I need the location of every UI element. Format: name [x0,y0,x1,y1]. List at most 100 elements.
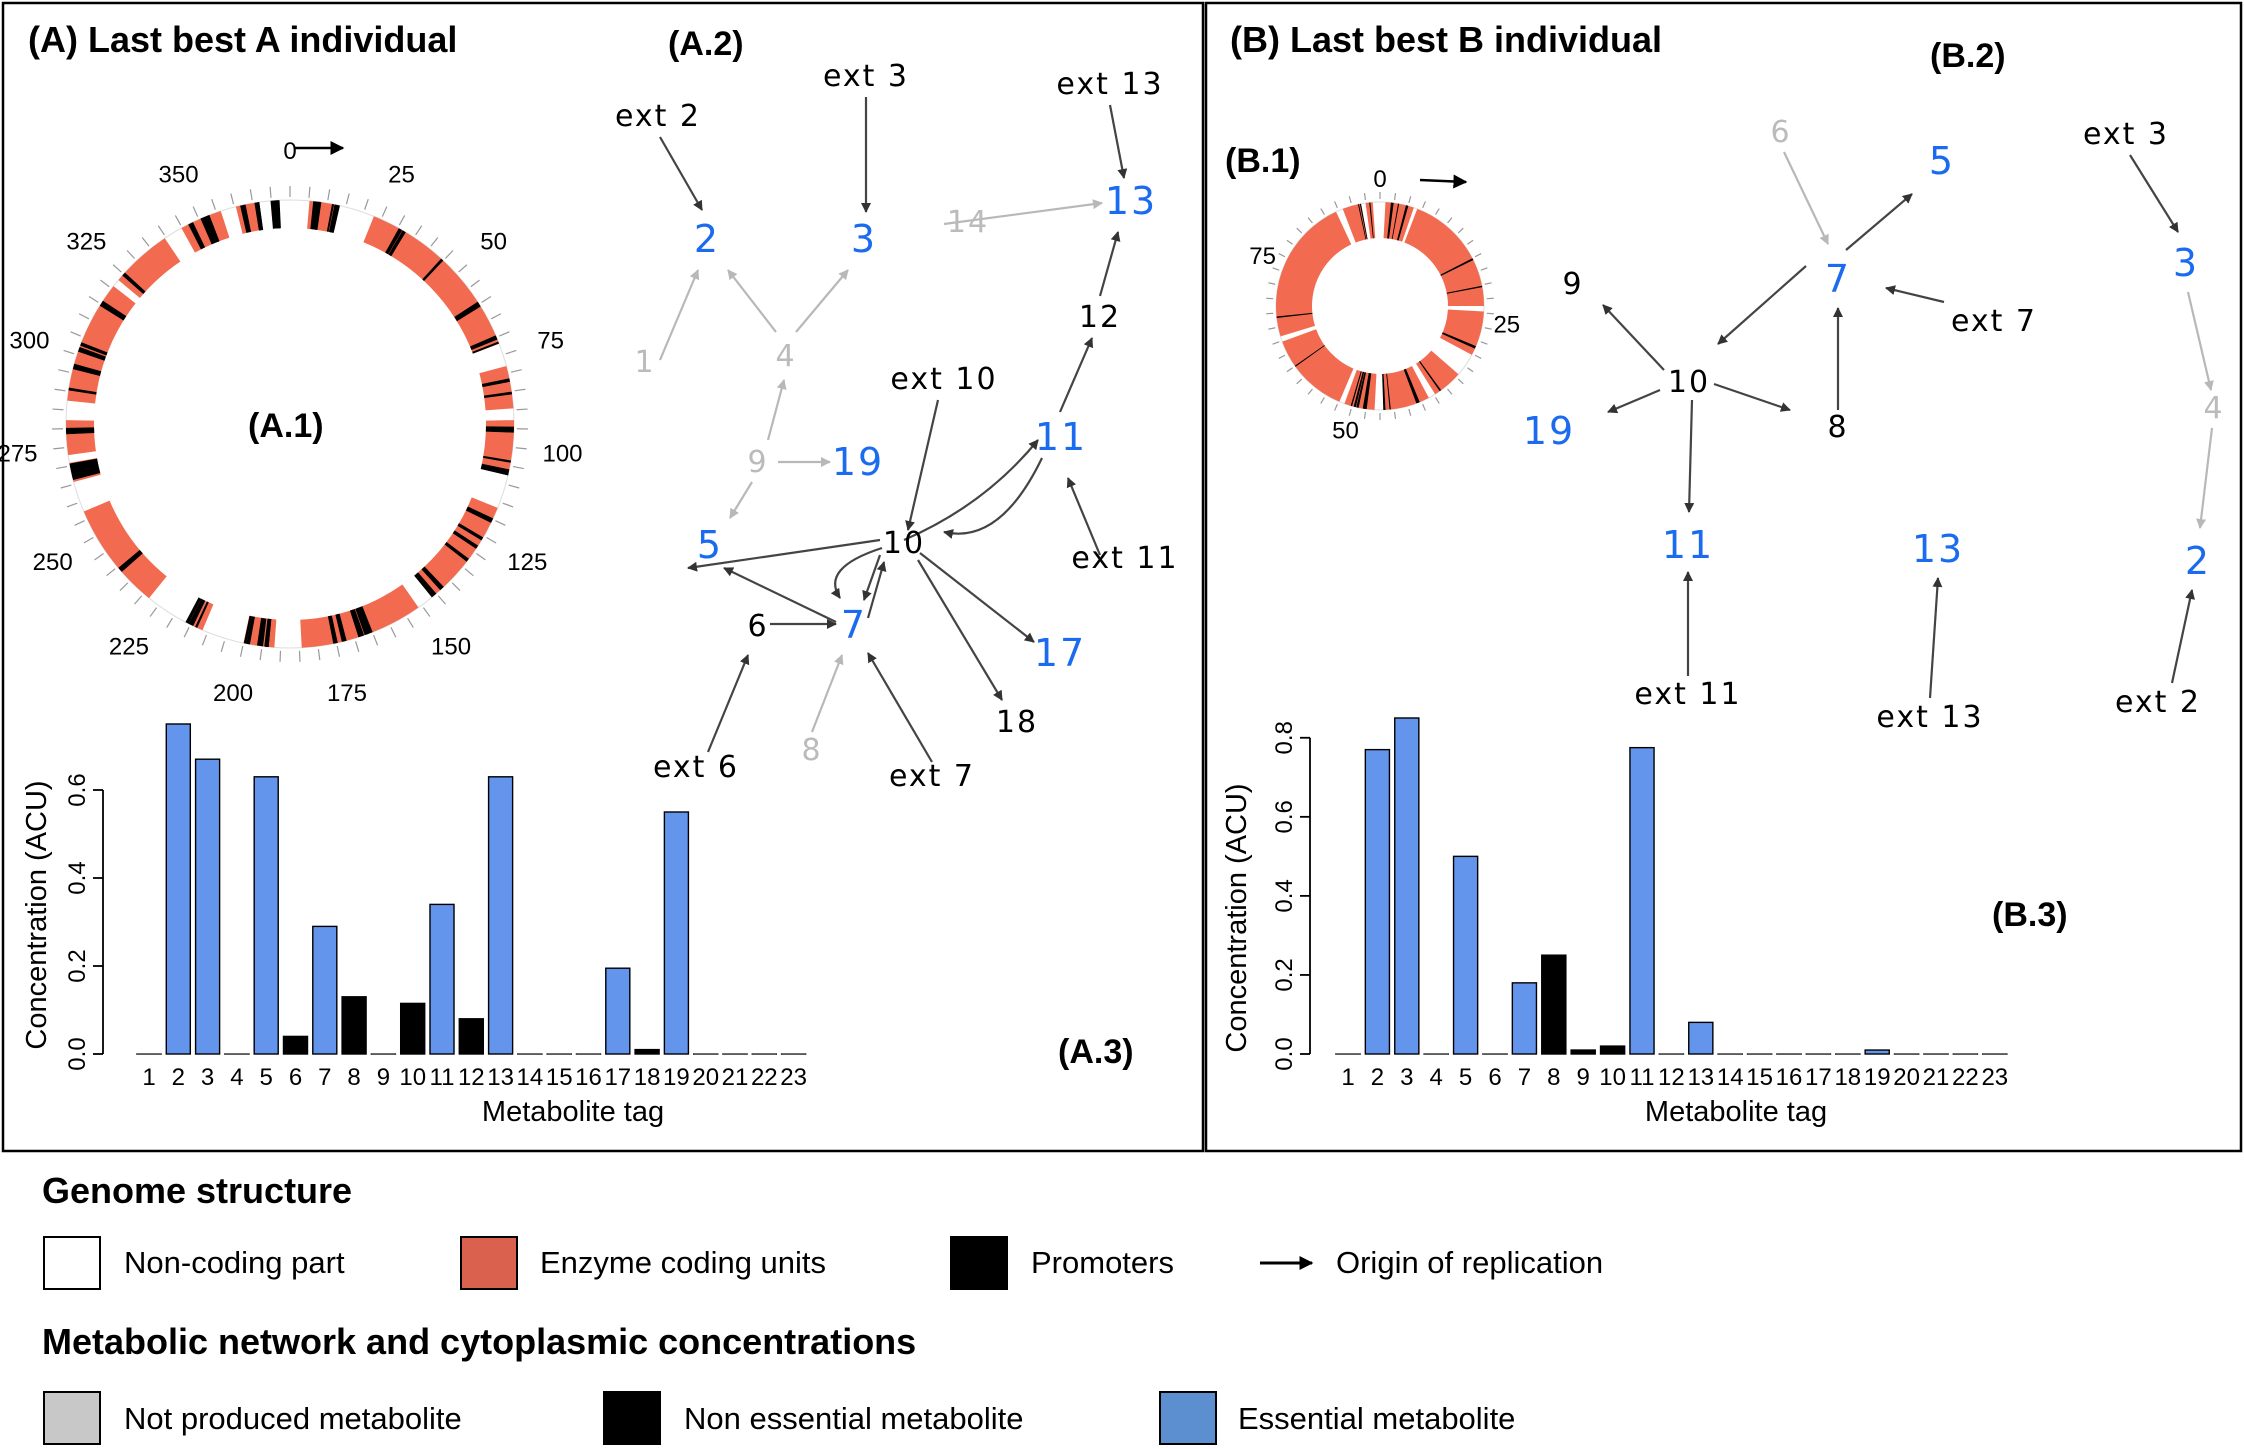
enzyme-unit [66,420,96,456]
genome-tick [259,649,263,661]
chart-a-bar-5 [253,776,279,1055]
chart-b-bar-11 [1629,746,1655,1055]
node-14: 14 [947,205,989,240]
panel-b-title: (B) Last best B individual [1230,19,1662,60]
promoter [195,601,209,628]
genome-tick-label: 0 [1373,166,1386,193]
genome-tick [183,627,190,638]
genome-tick [1484,327,1492,330]
promoter [1356,372,1366,408]
chart-a-x-tick-label: 19 [663,1064,690,1091]
promoter [326,203,335,232]
node-ext13: ext 13 [1056,67,1163,102]
genome-tick [269,186,272,198]
enzyme-unit [363,216,500,354]
legend-essential-label: Essential metabolite [1238,1401,1515,1436]
promoter [328,204,339,233]
genome-tick [54,388,66,392]
reaction-edge [723,567,837,623]
promoter [1382,373,1386,410]
genome-tick [70,331,81,337]
genome-tick [451,582,461,591]
genome-tick [502,502,514,508]
chart-a-x-tick-label: 21 [722,1064,749,1091]
genome-tick [516,408,528,411]
promoter [69,458,98,468]
genome-tick [239,645,244,657]
genome-tick [1334,403,1338,411]
genome-tick [355,641,360,653]
promoter [483,455,512,463]
network-b: 6 5 ext 3 9 7 3 ext 7 10 19 8 4 11 13 2 … [1523,115,2224,735]
promoter [335,613,347,642]
chart-a-x-tick-label: 14 [517,1064,544,1091]
enzyme-unit [415,497,498,596]
panel-a-genome-label: (A.1) [248,407,324,445]
node-b-19: 19 [1523,409,1575,453]
genome-tick [1393,411,1397,420]
chart-a-ylabel: Concentration (ACU) [21,780,53,1049]
genome-tick [317,649,321,661]
node-b-ext3: ext 3 [2083,117,2169,152]
genome-tick-label: 175 [327,680,367,707]
genome-tick [490,313,502,320]
node-b-ext2: ext 2 [2115,685,2201,720]
genome-tick [495,520,506,526]
reaction-edge [1108,104,1128,179]
node-b-9: 9 [1562,267,1583,302]
reaction-edge [1058,337,1094,413]
node-b-ext7: ext 7 [1951,304,2037,339]
genome-tick [1268,327,1276,330]
genome-tick [373,634,379,646]
genome-tick [510,369,522,373]
promoter [1350,371,1362,407]
node-b-4: 4 [2203,391,2224,426]
genome-tick [78,313,90,320]
genome-tick [336,645,341,657]
reaction-edge [1713,382,1791,412]
genome-tick [1408,196,1412,204]
genome-tick [94,553,104,561]
chart-a-x-tick-label: 5 [260,1064,273,1091]
reaction-edge [830,546,883,599]
genome-tick [444,250,454,259]
promoter [1276,312,1313,318]
promoter [188,598,206,626]
reaction-edge [917,559,1003,701]
genome-tick [1393,192,1397,201]
genome-tick-label: 50 [480,229,507,256]
genome-tick-label: 300 [9,327,49,354]
promoter [72,363,102,377]
promoter [243,615,252,644]
reaction-edge [2186,291,2214,391]
enzyme-unit [83,500,167,599]
genome-tick [398,215,406,226]
genome-tick [141,237,150,247]
chart-a-x-tick-label: 9 [377,1064,390,1091]
genome-tick [1320,208,1325,215]
genome-tick [220,641,225,653]
genome-tick [464,568,474,577]
legend-metabolic-title: Metabolic network and cytoplasmic concen… [42,1321,916,1362]
promoter [485,426,514,433]
node-b-7: 7 [1825,257,1851,301]
node-8: 8 [801,733,822,768]
node-b-8: 8 [1827,410,1848,445]
genome-tick [1435,397,1440,404]
genome-tick-label: 75 [537,327,564,354]
reaction-edge [1607,388,1661,414]
node-ext6: ext 6 [653,750,739,785]
chart-b-x-tick-label: 11 [1630,1064,1655,1091]
chart-a-x-tick-label: 17 [604,1064,631,1091]
genome-tick [53,447,65,450]
genome-tick [1286,239,1293,245]
chart-a-bar-6 [282,1035,309,1055]
chart-b-x-tick-label: 2 [1371,1064,1384,1091]
reaction-edge [919,552,1035,643]
reaction-edge [766,379,787,441]
genome-a: 0 25 50 75 100 125 150 175 200 225 250 275 300 325 350 [0,138,583,707]
genome-tick [390,627,397,638]
chart-a-x-tick-label: 10 [399,1064,426,1091]
genome-tick [1307,217,1313,224]
